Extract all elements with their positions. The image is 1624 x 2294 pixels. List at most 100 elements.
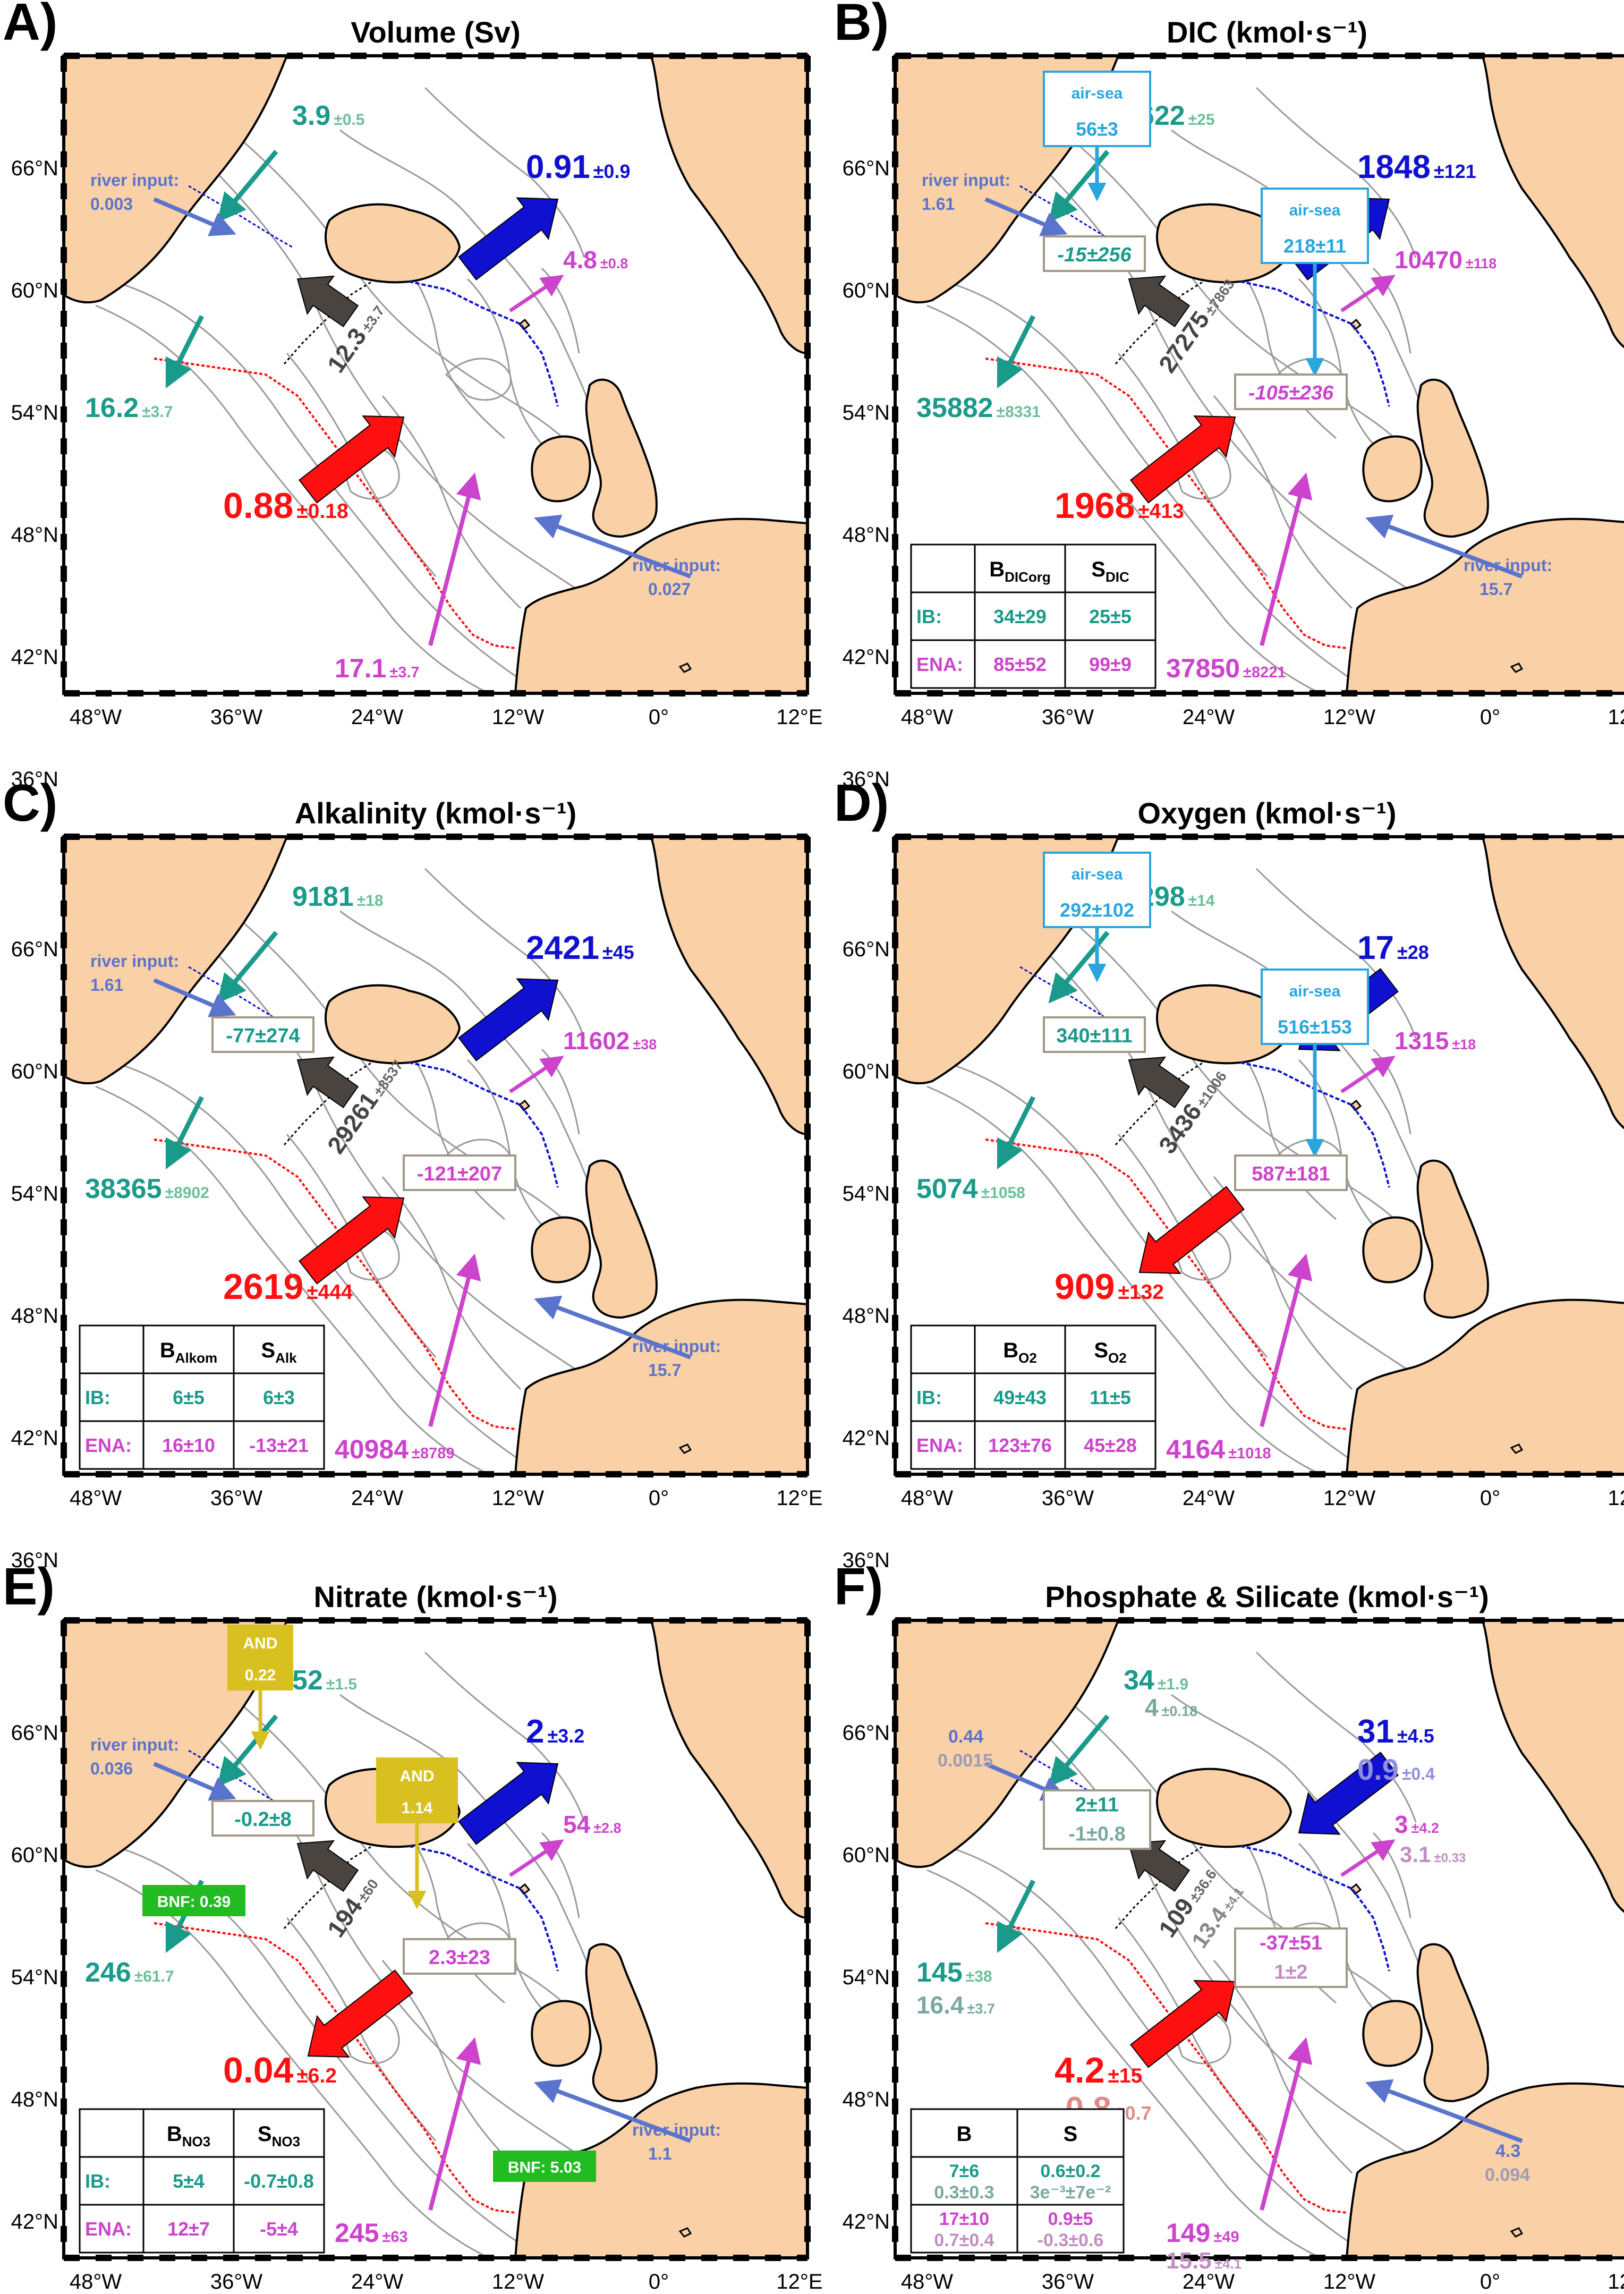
interior-exchange-arrow: [296, 275, 359, 328]
y-tick-label: 54°N: [843, 401, 890, 424]
ena-north-arrow: [509, 1056, 564, 1093]
y-tick-label: 60°N: [843, 1843, 890, 1867]
red-flow-value: 1968 ±413: [1055, 486, 1184, 526]
table-header: BAlkom: [160, 1339, 217, 1366]
river-right-arrow: [534, 1295, 692, 1360]
y-tick-label: 48°N: [843, 1304, 890, 1328]
ib-outflow-arrow: [165, 1095, 205, 1170]
ib-inflow-value-text: 9181 ±18: [292, 881, 384, 912]
x-tick-label: 0°: [1480, 706, 1500, 729]
ib-outflow-value: 38365 ±8902: [85, 1174, 209, 1204]
ena-south-value: 4164 ±1018: [1166, 1434, 1271, 1464]
blue-flow-value-silicate-text: 0.9 ±0.4: [1357, 1753, 1435, 1786]
ib-outflow-arrow: [165, 315, 205, 389]
x-tick-label: 12°W: [492, 706, 544, 729]
table-cell: 34±29: [993, 606, 1047, 627]
blue-flow-arrow: [458, 978, 559, 1061]
y-tick-label: 36°N: [843, 768, 890, 791]
ena-north-value-text: 3 ±4.2: [1395, 1811, 1439, 1838]
ena-south-value: 149 ±49: [1166, 2218, 1239, 2248]
table-row-label: ENA:: [85, 1434, 132, 1456]
ib-budget-box-line: -0.2±8: [234, 1808, 291, 1831]
panel-label: B): [834, 0, 889, 51]
and-ena-box-frame: [376, 1757, 458, 1823]
red-flow-value-text: 0.04 ±6.2: [223, 2050, 337, 2091]
panel-title: Nitrate (kmol·s⁻¹): [314, 1580, 558, 1613]
y-tick-label: 60°N: [11, 1060, 58, 1083]
table-cell: 0.7±0.4: [934, 2230, 994, 2250]
ena-south-value-text: 4164 ±1018: [1166, 1434, 1271, 1464]
ib-inflow-arrow: [217, 1714, 278, 1787]
ena-north-value-text: 1315 ±18: [1395, 1027, 1476, 1055]
blue-flow-arrow: [1298, 1752, 1399, 1835]
blue-flow-value-text: 2421 ±45: [526, 930, 634, 966]
x-tick-label: 48°W: [901, 1486, 953, 1510]
interior-exchange-arrow: [1128, 1840, 1191, 1892]
x-tick-label: 24°W: [1183, 1486, 1235, 1510]
red-flow-arrow: [307, 1969, 413, 2058]
x-tick-label: 12°W: [492, 2270, 544, 2293]
air-sea-ena-box-line: 218±11: [1283, 235, 1346, 257]
river-right-arrow: [534, 514, 692, 579]
ib-inflow-value-text: 3.9 ±0.5: [292, 100, 364, 131]
table-cell: 7±6: [949, 2161, 979, 2181]
table-cell: 0.9±5: [1048, 2209, 1093, 2229]
ib-inflow-value: 9181 ±18: [292, 881, 384, 912]
ib-budget-box-frame: [1043, 1016, 1146, 1053]
red-flow-value: 2619 ±444: [223, 1267, 353, 1307]
x-tick-label: 24°W: [351, 2270, 403, 2293]
ena-south-value-silicate: 15.5 ±4.1: [1166, 2248, 1242, 2274]
table-cell: 123±76: [988, 1434, 1052, 1456]
table-header: SNO3: [258, 2122, 300, 2149]
y-tick-label: 48°N: [11, 1304, 58, 1328]
ib-budget-box-line: -15±256: [1057, 244, 1132, 266]
x-tick-label: 12°E: [776, 706, 822, 729]
table-header: S: [1064, 2122, 1078, 2146]
red-flow-arrow: [299, 415, 405, 504]
river-right-value: 15.7: [648, 1361, 681, 1380]
river-right-label: river input:: [1464, 556, 1552, 575]
bnf-ena-box: BNF: 5.03: [493, 2151, 596, 2182]
ib-inflow-arrow: [217, 931, 278, 1004]
ena-south-arrow: [1260, 2037, 1313, 2211]
ib-budget-box-frame: [1043, 235, 1146, 272]
river-left-label: river input:: [922, 171, 1010, 190]
ena-south-arrow: [428, 2037, 481, 2211]
ib-inflow-arrow: [217, 150, 278, 223]
y-tick-label: 66°N: [843, 157, 890, 180]
air-sea-ib-box-line: air-sea: [1072, 865, 1123, 883]
budget-table: BDICorg SDIC IB: 34±29 25±5 ENA: 85±52 99±9: [910, 543, 1157, 689]
river-right-arrow: [534, 2079, 692, 2143]
table-row-label: ENA:: [916, 1434, 963, 1456]
ib-outflow-value: 16.2 ±3.7: [85, 393, 173, 423]
red-flow-arrow: [1138, 1186, 1245, 1274]
ib-outflow-value-silicate: 16.4 ±3.7: [916, 1991, 995, 2019]
panel-label: F): [834, 1557, 883, 1616]
y-tick-label: 36°N: [11, 768, 58, 791]
panel-label: D): [834, 774, 889, 832]
red-flow-value-text: 0.88 ±0.18: [223, 486, 348, 526]
air-sea-ib-box: air-sea 292±102: [1043, 852, 1151, 928]
river-left-arrow: [153, 1762, 236, 1801]
red-flow-arrow: [1130, 415, 1236, 504]
ena-budget-box-frame: [1234, 1154, 1348, 1191]
y-tick-label: 66°N: [843, 938, 890, 961]
table-cell: 99±9: [1089, 653, 1132, 675]
table-cell: -5±4: [260, 2218, 298, 2240]
river-left-value: 1.61: [90, 975, 123, 995]
x-tick-label: 48°W: [901, 706, 953, 729]
and-ib-box-line: 0.22: [245, 1667, 276, 1684]
x-tick-label: 12°W: [1323, 1486, 1375, 1510]
air-sea-ib-box: air-sea 56±3: [1043, 71, 1151, 147]
table-cell: 49±43: [993, 1387, 1047, 1408]
air-sea-ib-box-frame: [1043, 852, 1151, 928]
budget-table: BNO3 SNO3 IB: 5±4 -0.7±0.8 ENA: 12±7 -5±4: [79, 2108, 325, 2254]
ena-north-value-text: 10470 ±118: [1395, 246, 1497, 274]
x-tick-label: 36°W: [1042, 2270, 1094, 2293]
ib-budget-box-line: 2±11: [1075, 1794, 1119, 1816]
river-left-label: river input:: [90, 171, 179, 190]
bnf-ena-box-line: BNF: 5.03: [508, 2159, 581, 2177]
y-tick-label: 54°N: [11, 401, 58, 424]
bnf-ib-box: BNF: 0.39: [142, 1885, 245, 1916]
ena-budget-box-line: 2.3±23: [429, 1947, 490, 1969]
